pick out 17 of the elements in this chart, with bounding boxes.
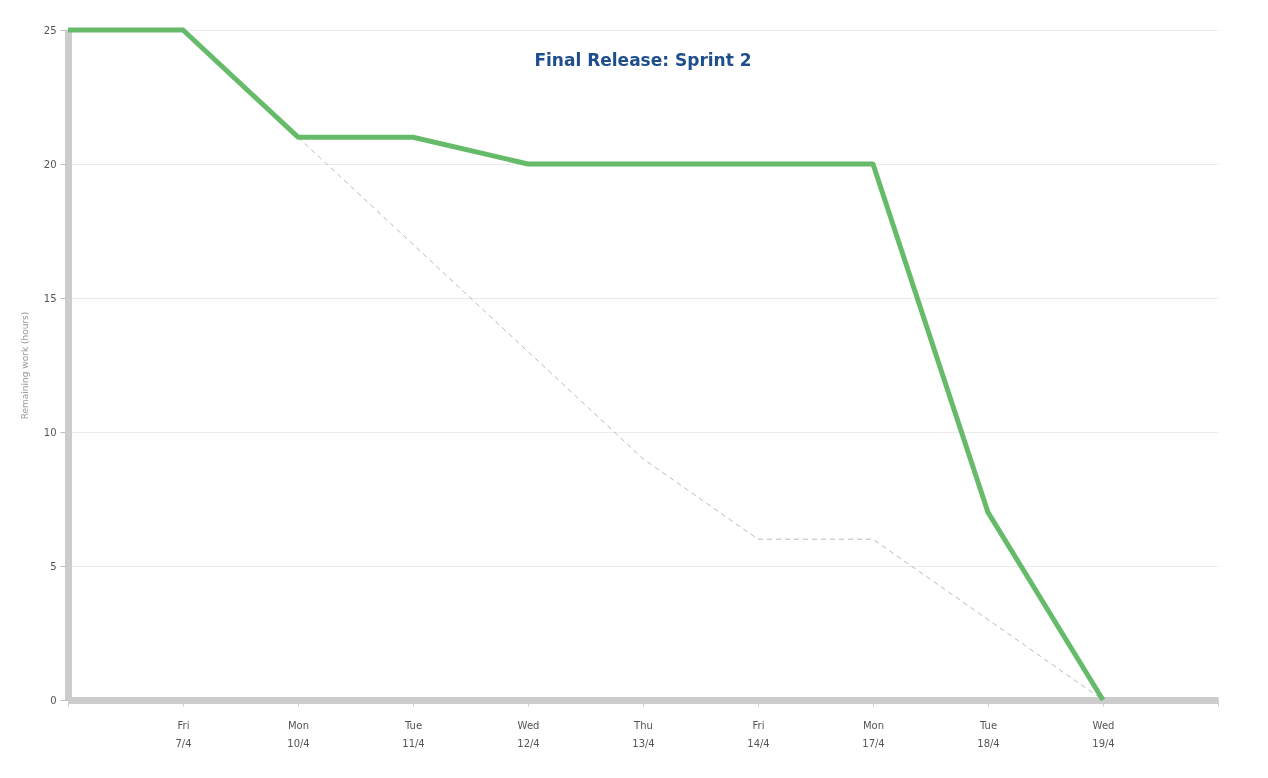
- x-tick-label: Tue 18/4: [977, 719, 1000, 749]
- y-tick-label: 25: [43, 24, 57, 36]
- y-tick-label: 0: [50, 694, 57, 706]
- y-tick-label: 15: [43, 292, 57, 304]
- y-tick-label: 20: [43, 158, 57, 170]
- x-tick-label: Tue 11/4: [402, 719, 425, 749]
- x-tick-label: Mon 17/4: [862, 719, 885, 749]
- y-axis-title: Remaining work (hours): [19, 311, 30, 420]
- y-tick-label: 10: [43, 426, 57, 438]
- x-tick-label: Thu 13/4: [632, 719, 655, 749]
- x-tick-label: Wed 12/4: [517, 719, 540, 749]
- y-tick-label: 5: [50, 560, 57, 572]
- x-tick-label: Mon 10/4: [287, 719, 310, 749]
- x-tick-label: Fri 14/4: [747, 719, 770, 749]
- x-tick-label: Wed 19/4: [1092, 719, 1115, 749]
- text: Final Release: Sprint 2: [534, 50, 752, 70]
- x-tick-label: Fri 7/4: [175, 719, 192, 749]
